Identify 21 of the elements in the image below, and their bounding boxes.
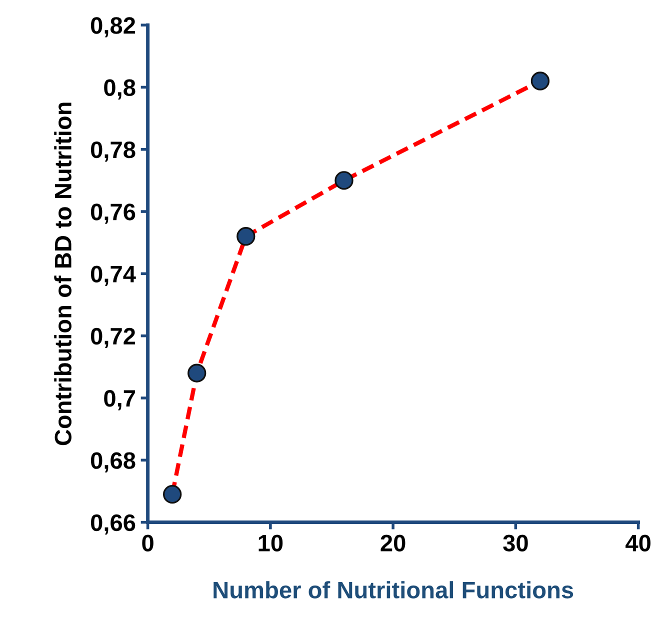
- x-tick-label: 40: [626, 534, 650, 552]
- y-tick-label: 0,78: [90, 141, 136, 162]
- y-tick-label: 0,76: [90, 204, 136, 224]
- point: [162, 484, 182, 504]
- x-axis-title: Number of Nutritional Functions: [214, 581, 574, 598]
- y-tick-label: 0,7: [104, 390, 135, 410]
- y-tick-label: 0,8: [104, 79, 136, 100]
- point: [236, 227, 256, 246]
- point: [530, 72, 550, 90]
- point: [188, 364, 206, 382]
- y-tick-label: 0,66: [90, 514, 136, 534]
- y-tick-label: 0,82: [90, 17, 136, 38]
- x-tick-label: 0: [142, 534, 154, 552]
- y-axis-title: Contribution of BD to Nutrition: [54, 102, 72, 446]
- y-tick-label: 0,72: [90, 328, 136, 348]
- x-tick-label: 10: [258, 534, 283, 552]
- y-tick-label: 0,68: [90, 452, 136, 472]
- y-tick-label: 0,74: [90, 266, 136, 286]
- point: [334, 171, 354, 190]
- x-tick-label: 20: [380, 534, 406, 552]
- x-tick-label: 30: [503, 534, 528, 552]
